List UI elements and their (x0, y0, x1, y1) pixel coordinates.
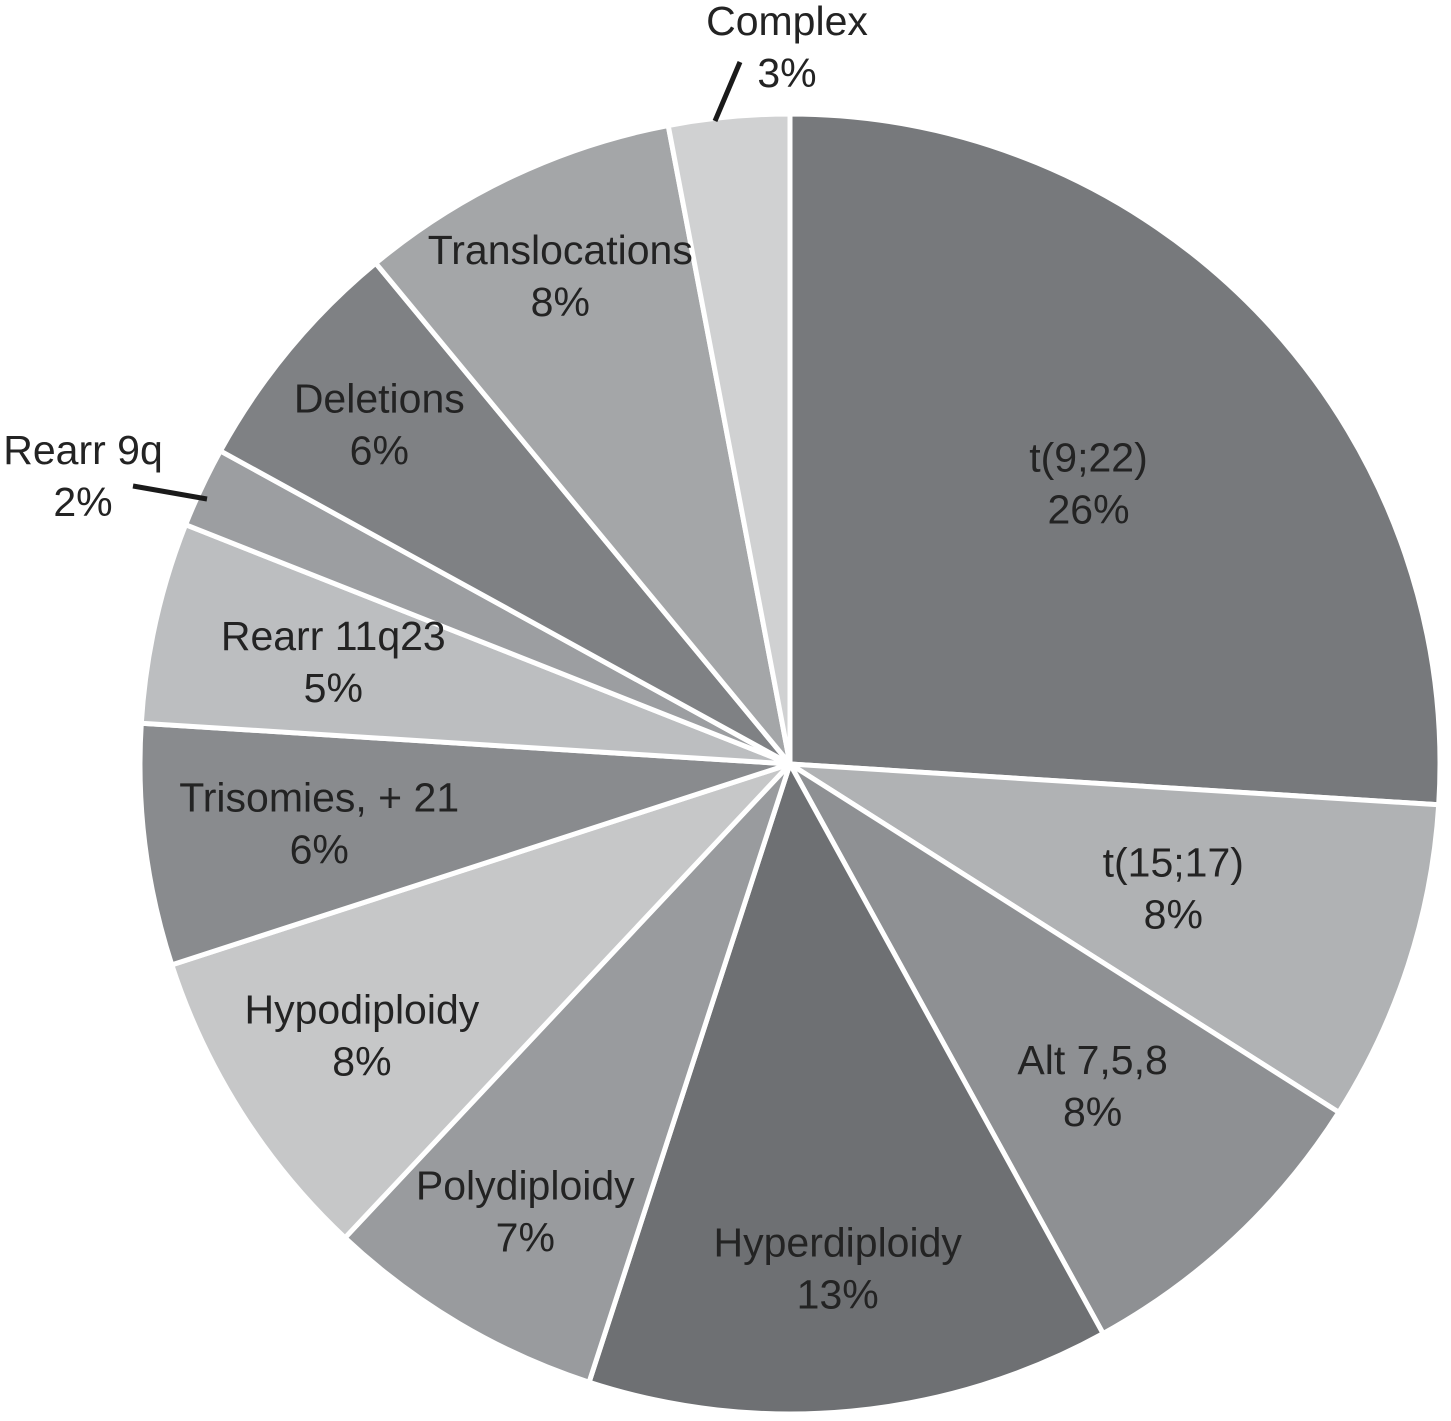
slice-label-name: Rearr 9q (3, 427, 163, 473)
slice-label-t-15-17: t(15;17) 8% (1103, 840, 1244, 938)
slice-label-complex: Complex 3% (706, 0, 868, 96)
slice-label-name: Hyperdiploidy (713, 1220, 962, 1266)
pie-slice-trisomies-21 (137, 720, 793, 968)
slice-label-name: Translocations (428, 227, 693, 273)
slice-label-alt-7-5-8: Alt 7,5,8 8% (1017, 1037, 1167, 1135)
slice-label-percent: 8% (531, 279, 590, 325)
slice-label-name: t(9;22) (1029, 435, 1148, 481)
slice-label-polydiploidy: Polydiploidy 7% (416, 1163, 635, 1261)
slice-label-name: Deletions (294, 375, 465, 421)
slice-label-name: Complex (706, 0, 868, 44)
slice-label-percent: 13% (797, 1272, 879, 1318)
pie-slice-translocations (373, 123, 793, 767)
slice-label-percent: 6% (290, 827, 349, 873)
slice-label-rearr-11q23: Rearr 11q23 5% (221, 613, 446, 711)
slice-label-name: Polydiploidy (416, 1163, 635, 1209)
pie-labels-group: t(9;22) 26% t(15;17) 8% Alt 7,5,8 8% Hyperdipl… (3, 0, 1244, 1318)
pie-slice-hyperdiploidy (586, 761, 1106, 1417)
slice-label-hyperdiploidy: Hyperdiploidy 13% (713, 1220, 962, 1318)
slice-label-rearr-9q: Rearr 9q 2% (3, 427, 163, 525)
pie-slice-hypodiploidy (169, 761, 793, 1241)
pie-slices-group (137, 111, 1443, 1417)
slice-label-percent: 6% (350, 427, 409, 473)
slice-label-percent: 5% (304, 665, 363, 711)
slice-label-hypodiploidy: Hypodiploidy 8% (245, 987, 480, 1085)
slice-label-percent: 2% (53, 479, 112, 525)
pie-slice-t-15-17 (787, 761, 1442, 1115)
leader-line-rearr-9q (132, 483, 208, 502)
slice-label-percent: 7% (496, 1215, 555, 1261)
slice-label-name: t(15;17) (1103, 840, 1244, 886)
slice-label-name: Rearr 11q23 (221, 613, 446, 659)
slice-label-translocations: Translocations 8% (428, 227, 693, 325)
slice-label-percent: 8% (1144, 892, 1203, 938)
slice-label-name: Hypodiploidy (245, 987, 480, 1033)
pie-slice-polydiploidy (342, 761, 793, 1385)
pie-slice-deletions (217, 260, 793, 767)
slice-label-deletions: Deletions 6% (294, 375, 465, 473)
leader-line-complex (712, 61, 743, 122)
pie-slice-complex (665, 111, 793, 767)
pie-slice-t-9-22 (787, 111, 1443, 808)
slice-label-percent: 26% (1047, 487, 1129, 533)
pie-slice-rearr-11q23 (138, 522, 793, 767)
pie-slice-alt-7-5-8 (787, 761, 1342, 1337)
slice-label-percent: 3% (757, 50, 816, 96)
slice-label-trisomies-21: Trisomies, + 21 6% (179, 775, 459, 873)
slice-label-t-9-22: t(9;22) 26% (1029, 435, 1148, 533)
slice-label-name: Alt 7,5,8 (1017, 1037, 1167, 1083)
slice-label-percent: 8% (332, 1039, 391, 1085)
slice-label-percent: 8% (1063, 1089, 1122, 1135)
slice-label-name: Trisomies, + 21 (179, 775, 459, 821)
